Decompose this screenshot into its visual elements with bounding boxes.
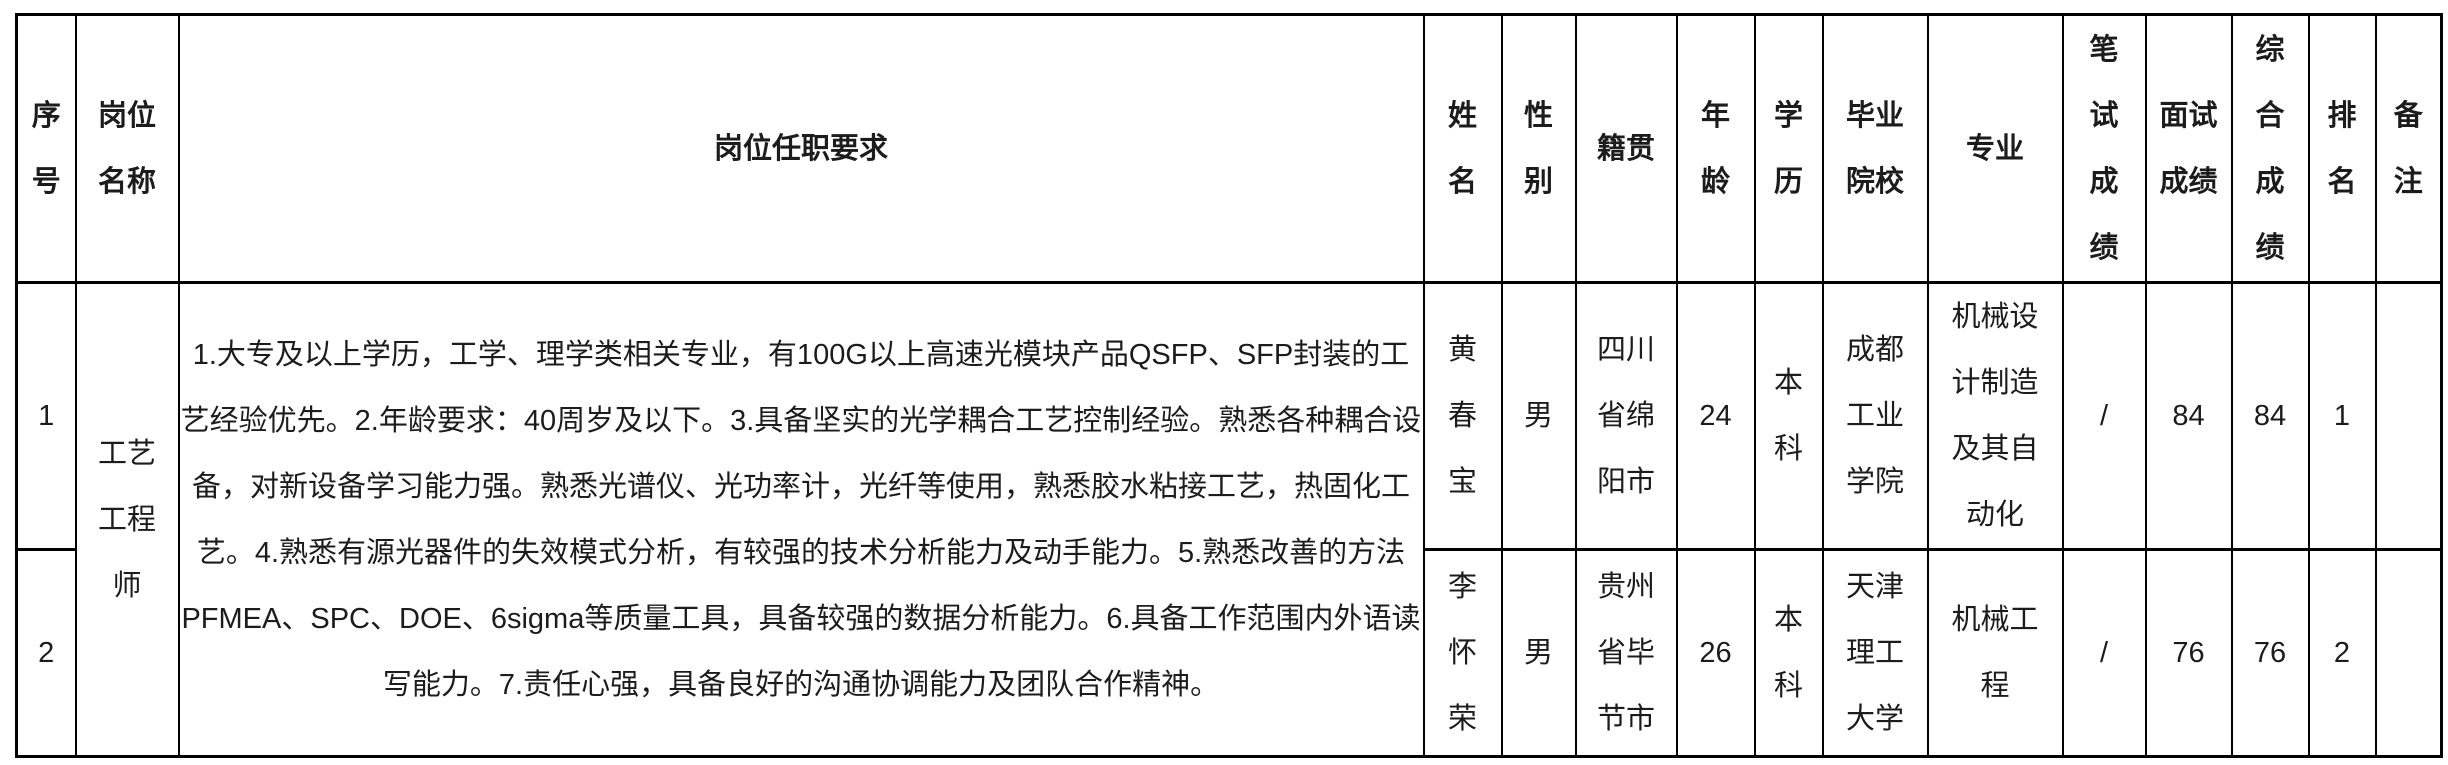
cell-name: 李 怀 荣 bbox=[1422, 548, 1503, 758]
col-header-gender: 性 别 bbox=[1500, 13, 1577, 284]
cell-composite-score: 84 bbox=[2230, 281, 2310, 551]
cell-name: 黄 春 宝 bbox=[1422, 281, 1503, 551]
col-header-written-score: 笔 试 成 绩 bbox=[2061, 13, 2147, 284]
cell-seq: 1 bbox=[15, 281, 77, 551]
cell-major: 机械设 计制造 及其自 动化 bbox=[1926, 281, 2064, 551]
header-row: 序 号 岗位 名称 岗位任职要求 姓 名 性 别 籍贯 年 龄 学 历 毕业 院… bbox=[15, 13, 2443, 284]
cell-gender: 男 bbox=[1500, 281, 1577, 551]
col-header-seq: 序 号 bbox=[15, 13, 77, 284]
cell-native-place: 贵州 省毕 节市 bbox=[1574, 548, 1678, 758]
cell-age: 24 bbox=[1675, 281, 1756, 551]
cell-rank: 1 bbox=[2307, 281, 2377, 551]
col-header-requirements: 岗位任职要求 bbox=[177, 13, 1425, 284]
cell-gender: 男 bbox=[1500, 548, 1577, 758]
cell-school: 天津 理工 大学 bbox=[1821, 548, 1929, 758]
cell-written-score: / bbox=[2061, 281, 2147, 551]
cell-requirements: 1.大专及以上学历，工学、理学类相关专业，有100G以上高速光模块产品QSFP、… bbox=[177, 281, 1425, 758]
recruitment-results-table: 序 号 岗位 名称 岗位任职要求 姓 名 性 别 籍贯 年 龄 学 历 毕业 院… bbox=[15, 13, 2443, 758]
col-header-age: 年 龄 bbox=[1675, 13, 1756, 284]
cell-native-place: 四川 省绵 阳市 bbox=[1574, 281, 1678, 551]
col-header-school: 毕业 院校 bbox=[1821, 13, 1929, 284]
cell-remarks bbox=[2374, 548, 2443, 758]
cell-age: 26 bbox=[1675, 548, 1756, 758]
col-header-interview-score: 面试 成绩 bbox=[2144, 13, 2233, 284]
col-header-native-place: 籍贯 bbox=[1574, 13, 1678, 284]
cell-position-name: 工艺 工程 师 bbox=[74, 281, 180, 758]
col-header-major: 专业 bbox=[1926, 13, 2064, 284]
col-header-education: 学 历 bbox=[1753, 13, 1824, 284]
cell-education: 本 科 bbox=[1753, 548, 1824, 758]
candidate-row: 1 工艺 工程 师 1.大专及以上学历，工学、理学类相关专业，有100G以上高速… bbox=[15, 281, 2443, 758]
cell-major: 机械工 程 bbox=[1926, 548, 2064, 758]
candidate-row: 2 李 怀 荣 男 贵州 省毕 节市 26 本 科 天津 理工 大学 机械工 程… bbox=[15, 548, 2443, 758]
cell-education: 本 科 bbox=[1753, 281, 1824, 551]
cell-interview-score: 84 bbox=[2144, 281, 2233, 551]
cell-seq: 2 bbox=[15, 548, 77, 758]
cell-written-score: / bbox=[2061, 548, 2147, 758]
col-header-position-name: 岗位 名称 bbox=[74, 13, 180, 284]
cell-interview-score: 76 bbox=[2144, 548, 2233, 758]
col-header-name: 姓 名 bbox=[1422, 13, 1503, 284]
recruitment-results-table-wrap: 序 号 岗位 名称 岗位任职要求 姓 名 性 别 籍贯 年 龄 学 历 毕业 院… bbox=[15, 13, 2443, 758]
col-header-remarks: 备 注 bbox=[2374, 13, 2443, 284]
cell-remarks bbox=[2374, 281, 2443, 551]
cell-composite-score: 76 bbox=[2230, 548, 2310, 758]
col-header-composite-score: 综 合 成 绩 bbox=[2230, 13, 2310, 284]
cell-school: 成都 工业 学院 bbox=[1821, 281, 1929, 551]
cell-rank: 2 bbox=[2307, 548, 2377, 758]
col-header-rank: 排 名 bbox=[2307, 13, 2377, 284]
